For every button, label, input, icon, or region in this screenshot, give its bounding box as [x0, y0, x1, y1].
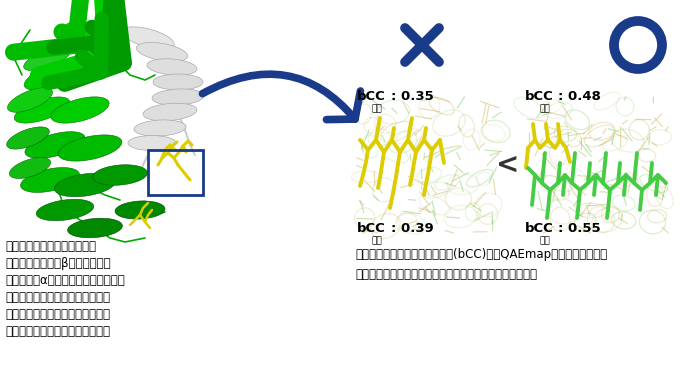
Text: <: < — [496, 151, 519, 179]
Ellipse shape — [92, 165, 148, 185]
Text: : 0.48: : 0.48 — [558, 90, 601, 103]
Ellipse shape — [36, 199, 94, 221]
Ellipse shape — [136, 42, 188, 62]
Ellipse shape — [9, 158, 50, 178]
Text: : 0.55: : 0.55 — [558, 222, 601, 235]
Ellipse shape — [8, 88, 52, 112]
Ellipse shape — [134, 120, 186, 136]
Text: bCC: bCC — [525, 90, 554, 103]
Ellipse shape — [14, 97, 70, 123]
Text: なる。ループ領域は構造の揺らぎ: なる。ループ領域は構造の揺らぎ — [5, 308, 110, 321]
Text: で示されるαヘリックス）とループ領: で示されるαヘリックス）とループ領 — [5, 274, 125, 287]
Text: : 0.35: : 0.35 — [391, 90, 434, 103]
Ellipse shape — [7, 127, 49, 149]
Ellipse shape — [51, 97, 109, 123]
Ellipse shape — [147, 59, 197, 75]
Ellipse shape — [24, 46, 72, 70]
Text: 予測: 予測 — [372, 104, 383, 113]
Ellipse shape — [153, 74, 203, 90]
Ellipse shape — [143, 103, 197, 121]
Text: bCC: bCC — [357, 222, 386, 235]
Ellipse shape — [68, 218, 122, 238]
Text: （矢印で示されるβシートやせん: （矢印で示されるβシートやせん — [5, 257, 111, 270]
Text: 予測: 予測 — [372, 236, 383, 245]
Ellipse shape — [55, 173, 116, 197]
Ellipse shape — [152, 89, 204, 105]
Ellipse shape — [58, 135, 122, 161]
Text: 予測: 予測 — [540, 104, 551, 113]
Ellipse shape — [122, 27, 174, 49]
Ellipse shape — [20, 168, 79, 192]
Ellipse shape — [128, 135, 176, 150]
FancyArrowPatch shape — [202, 74, 360, 120]
Ellipse shape — [25, 132, 85, 158]
Text: タンパク質の構造は二次構造: タンパク質の構造は二次構造 — [5, 240, 96, 253]
Text: : 0.39: : 0.39 — [391, 222, 434, 235]
Ellipse shape — [25, 60, 86, 90]
Text: bCC: bCC — [357, 90, 386, 103]
Ellipse shape — [115, 201, 165, 219]
Text: bCC: bCC — [525, 222, 554, 235]
Text: 各アミノ酸の構造の評価スコア(bCC)を　QAEmap　により予測する: 各アミノ酸の構造の評価スコア(bCC)を QAEmap により予測する — [355, 248, 607, 261]
Text: が大きいため、構造決定が難しい: が大きいため、構造決定が難しい — [5, 325, 110, 338]
Text: 域（細いひも状で示される）から: 域（細いひも状で示される）から — [5, 291, 110, 304]
Text: 予測: 予測 — [540, 236, 551, 245]
Text: ことで、複数のモデルからより正しい構造を選択できる。: ことで、複数のモデルからより正しい構造を選択できる。 — [355, 268, 537, 281]
